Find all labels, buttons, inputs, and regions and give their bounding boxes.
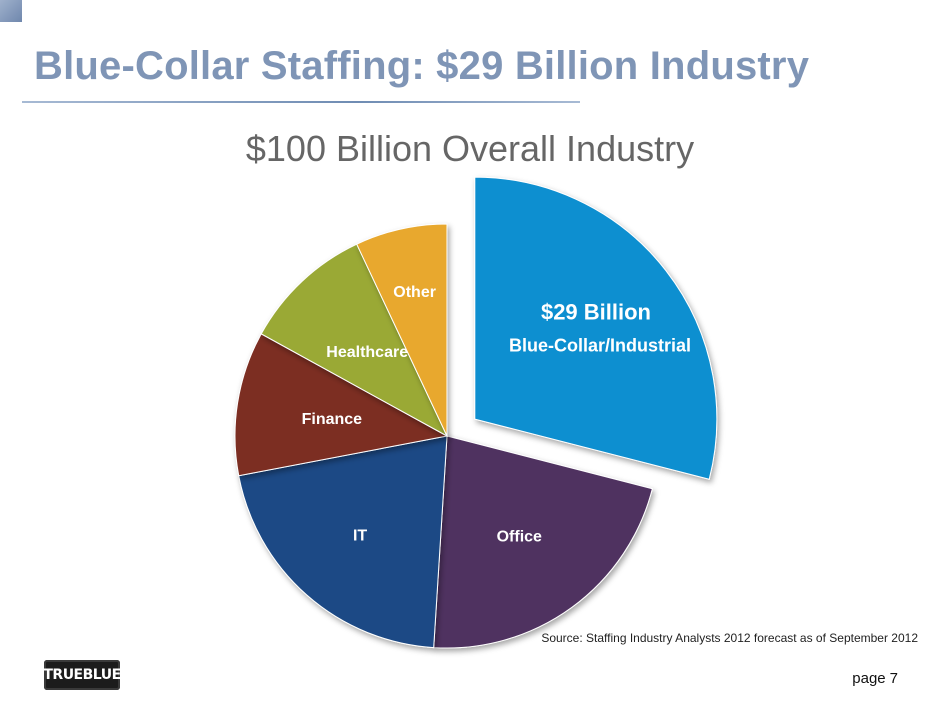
slide-title: Blue-Collar Staffing: $29 Billion Indust… bbox=[34, 44, 810, 88]
page-number-value: 7 bbox=[889, 670, 898, 687]
slice-label-office: Office bbox=[497, 528, 542, 545]
page-number: page 7 bbox=[848, 670, 898, 687]
pie-slice-finance bbox=[234, 333, 449, 477]
slice-label-healthcare: Healthcare bbox=[326, 344, 408, 361]
pie-slice-it bbox=[238, 435, 448, 649]
slice-label-it: IT bbox=[353, 528, 367, 545]
slice-label-value: $29 Billion bbox=[541, 300, 651, 325]
chart-title: $100 Billion Overall Industry bbox=[245, 128, 695, 169]
page-prefix: page bbox=[852, 670, 886, 687]
pie-slice-office bbox=[433, 435, 653, 649]
source-note: Source: Staffing Industry Analysts 2012 … bbox=[541, 631, 918, 645]
pie-slice-healthcare bbox=[260, 243, 449, 438]
pie-slice-29-billion bbox=[474, 176, 718, 480]
slice-label-finance: Finance bbox=[302, 411, 363, 428]
trueblue-logo: TRUEBLUE bbox=[43, 660, 121, 690]
slice-label-other: Other bbox=[393, 284, 436, 301]
pie-slice-other bbox=[356, 223, 448, 437]
corner-accent bbox=[0, 0, 22, 22]
slice-label-blue-collar: Blue-Collar/Industrial bbox=[509, 336, 691, 356]
title-underline bbox=[22, 101, 580, 103]
